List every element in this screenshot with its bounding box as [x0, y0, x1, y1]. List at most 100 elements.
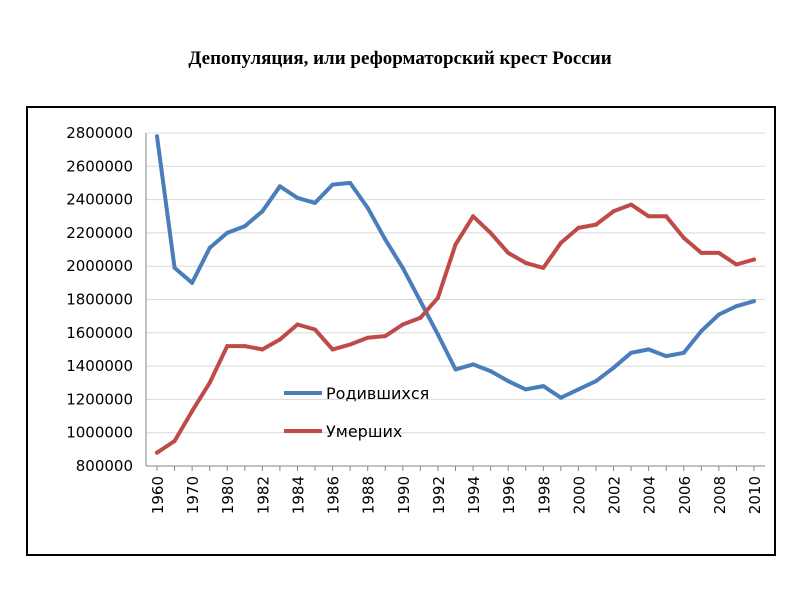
data-point [435, 295, 440, 300]
data-point [242, 224, 247, 229]
y-tick-label: 1800000 [66, 291, 133, 309]
y-tick-label: 800000 [76, 457, 133, 475]
y-tick-label: 2200000 [66, 224, 133, 242]
data-point [541, 384, 546, 389]
x-tick-label: 2008 [711, 476, 729, 514]
x-tick-label: 1984 [289, 476, 307, 514]
data-point [646, 214, 651, 219]
data-point [400, 265, 405, 270]
data-point [453, 367, 458, 372]
data-point [558, 240, 563, 245]
x-tick-label: 1992 [430, 476, 448, 514]
x-tick-label: 1982 [254, 476, 272, 514]
y-tick-label: 1000000 [66, 424, 133, 442]
data-point [576, 387, 581, 392]
data-point [435, 332, 440, 337]
x-tick-label: 2004 [641, 476, 659, 514]
data-point [716, 312, 721, 317]
data-point [646, 347, 651, 352]
x-tick-label: 2000 [570, 476, 588, 514]
y-tick-label: 1400000 [66, 357, 133, 375]
y-tick-label: 2800000 [66, 124, 133, 142]
data-point [734, 262, 739, 267]
data-point [242, 344, 247, 349]
x-tick-label: 1996 [500, 476, 518, 514]
data-point [629, 350, 634, 355]
data-point [155, 450, 159, 455]
data-point [348, 342, 353, 347]
data-point [611, 365, 616, 370]
data-point [558, 395, 563, 400]
data-point [506, 379, 511, 384]
data-point [716, 250, 721, 255]
x-tick-label: 1988 [360, 476, 378, 514]
data-point [295, 322, 300, 327]
data-point [611, 209, 616, 214]
data-point [629, 202, 634, 207]
data-point [207, 245, 212, 250]
data-point [593, 222, 598, 227]
line-chart: 800000 1000000 1200000 1400000 1600000 180000… [66, 124, 765, 514]
data-point [681, 235, 686, 240]
y-tick-label: 2600000 [66, 157, 133, 175]
data-point [260, 347, 265, 352]
data-point [172, 439, 177, 444]
x-tick-label: 2006 [676, 476, 694, 514]
y-tick-label: 2000000 [66, 257, 133, 275]
data-point [225, 344, 230, 349]
x-tick-label: 1998 [535, 476, 553, 514]
x-tick-label: 1970 [184, 476, 202, 514]
data-point [330, 182, 335, 187]
data-point [734, 304, 739, 309]
series-line-2 [155, 202, 756, 455]
x-tick-label: 1990 [395, 476, 413, 514]
data-point [365, 205, 370, 210]
data-point [365, 335, 370, 340]
legend-label: Умерших [326, 422, 402, 441]
data-point [330, 347, 335, 352]
x-tick-label: 1994 [465, 476, 483, 514]
data-point [383, 334, 388, 339]
data-point [348, 180, 353, 185]
chart-frame: 800000 1000000 1200000 1400000 1600000 180000… [26, 106, 776, 556]
data-point [418, 315, 423, 320]
data-point [593, 379, 598, 384]
data-point [471, 362, 476, 367]
data-point [752, 299, 756, 304]
data-point [207, 380, 212, 385]
x-tick-label: 1980 [219, 476, 237, 514]
data-point [681, 350, 686, 355]
data-point [471, 214, 476, 219]
data-point [190, 280, 195, 285]
series-line-1 [155, 134, 756, 400]
data-point [664, 214, 669, 219]
data-point [453, 242, 458, 247]
legend-label: Родившихся [326, 384, 429, 403]
data-point [506, 250, 511, 255]
data-point [488, 369, 493, 374]
data-point [277, 337, 282, 342]
data-point [752, 257, 756, 262]
data-point [313, 327, 318, 332]
data-point [190, 409, 195, 414]
data-point [664, 354, 669, 359]
data-point [260, 209, 265, 214]
data-point [523, 260, 528, 265]
x-tick-label: 2010 [746, 476, 764, 514]
x-tick-label: 1986 [325, 476, 343, 514]
data-point [541, 265, 546, 270]
data-point [400, 322, 405, 327]
data-point [155, 134, 159, 139]
y-tick-label: 2400000 [66, 191, 133, 209]
data-point [523, 387, 528, 392]
data-point [172, 265, 177, 270]
data-point [383, 237, 388, 242]
data-point [699, 250, 704, 255]
data-point [699, 329, 704, 334]
data-point [313, 200, 318, 205]
y-tick-label: 1200000 [66, 390, 133, 408]
data-point [225, 230, 230, 235]
data-point [576, 225, 581, 230]
data-point [277, 184, 282, 189]
x-tick-label: 2002 [606, 476, 624, 514]
